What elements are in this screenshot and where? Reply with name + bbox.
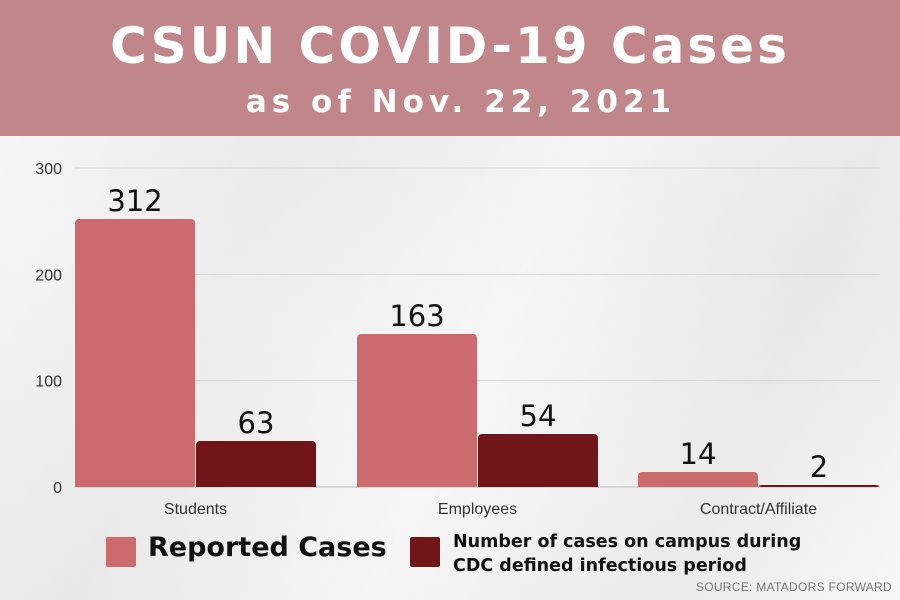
legend-label-on-campus-line2: CDC defined infectious period (453, 556, 747, 576)
legend-label-on-campus: Number of cases on campus during CDC def… (453, 530, 823, 578)
bar (357, 334, 477, 487)
bar (759, 485, 879, 487)
legend: Reported Cases Number of cases on campus… (0, 530, 900, 580)
data-label: 163 (389, 299, 444, 333)
x-tick-label: Employees (438, 501, 517, 518)
y-tick-label: 100 (35, 374, 62, 391)
bar-base (638, 483, 758, 487)
legend-label-on-campus-line1: Number of cases on campus during (453, 532, 802, 552)
data-label: 63 (238, 406, 275, 440)
chart-title: CSUN COVID-19 Cases (110, 17, 790, 75)
bar (196, 441, 316, 487)
y-tick-label: 300 (35, 161, 62, 178)
bar (75, 219, 195, 487)
legend-swatch-on-campus (410, 537, 440, 567)
bar-base (478, 483, 598, 487)
title-banner: CSUN COVID-19 Cases as of Nov. 22, 2021 (0, 0, 900, 136)
y-tick-label: 200 (35, 267, 62, 284)
data-label: 54 (520, 399, 557, 433)
chart-subtitle: as of Nov. 22, 2021 (245, 84, 677, 120)
y-tick-label: 0 (53, 480, 62, 497)
x-tick-label: Students (164, 501, 227, 518)
bar-base (196, 483, 316, 487)
source-note: SOURCE: MATADORS FORWARD (695, 580, 892, 594)
legend-label-reported: Reported Cases (148, 532, 387, 563)
bar-base (75, 483, 195, 487)
legend-swatch-reported (106, 537, 136, 567)
data-label: 14 (680, 437, 717, 471)
bar (478, 434, 598, 487)
data-label: 2 (810, 450, 828, 484)
data-label: 312 (107, 184, 162, 218)
bar-chart: 0 100 200 300 312 63 Students 163 54 Employees 14 2… (35, 161, 880, 518)
bar-base (357, 483, 477, 487)
x-tick-label: Contract/Affiliate (700, 501, 817, 518)
